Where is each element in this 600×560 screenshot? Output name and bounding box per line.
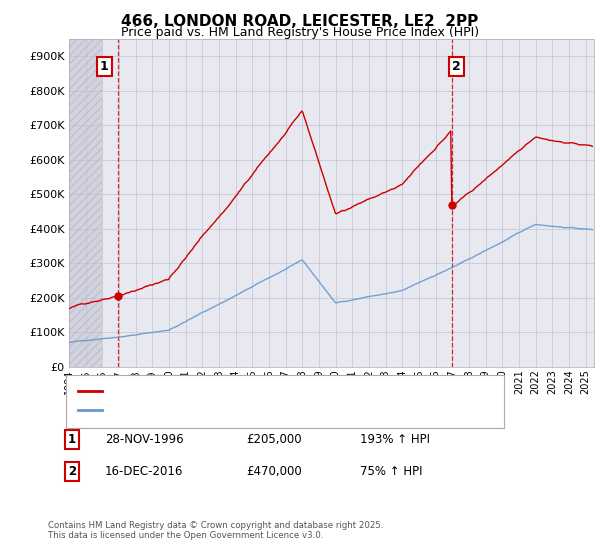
Text: 16-DEC-2016: 16-DEC-2016 <box>105 465 184 478</box>
Text: 1: 1 <box>68 433 76 446</box>
Text: 466, LONDON ROAD, LEICESTER, LE2  2PP: 466, LONDON ROAD, LEICESTER, LE2 2PP <box>121 14 479 29</box>
Text: 193% ↑ HPI: 193% ↑ HPI <box>360 433 430 446</box>
Text: HPI: Average price, detached house, Leicester: HPI: Average price, detached house, Leic… <box>108 405 349 416</box>
Text: 466, LONDON ROAD, LEICESTER, LE2 2PP (detached house): 466, LONDON ROAD, LEICESTER, LE2 2PP (de… <box>108 386 419 396</box>
Text: £470,000: £470,000 <box>246 465 302 478</box>
Text: 2: 2 <box>452 60 461 73</box>
Text: 1: 1 <box>100 60 109 73</box>
Text: 2: 2 <box>68 465 76 478</box>
Bar <box>69 39 103 367</box>
Text: Price paid vs. HM Land Registry's House Price Index (HPI): Price paid vs. HM Land Registry's House … <box>121 26 479 39</box>
Text: 75% ↑ HPI: 75% ↑ HPI <box>360 465 422 478</box>
Text: Contains HM Land Registry data © Crown copyright and database right 2025.
This d: Contains HM Land Registry data © Crown c… <box>48 521 383 540</box>
Text: 28-NOV-1996: 28-NOV-1996 <box>105 433 184 446</box>
Text: £205,000: £205,000 <box>246 433 302 446</box>
